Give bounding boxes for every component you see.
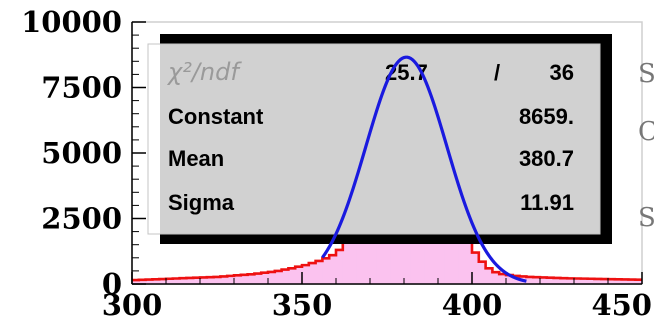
histogram-bin	[268, 271, 276, 284]
gaussian-fit-line	[321, 55, 527, 283]
stats-box: χ²/ndf 25.7 / 36 Constant 8659. Mean 380…	[147, 34, 612, 244]
histogram-bin	[465, 239, 473, 284]
x-tick-label: 450	[591, 288, 652, 322]
histogram-bin	[254, 273, 262, 284]
histogram-bin	[193, 277, 201, 284]
histogram-bin	[499, 274, 507, 284]
x-tick-label: 350	[272, 288, 333, 322]
histogram-bin	[295, 266, 303, 284]
histogram-bin	[553, 277, 561, 284]
histogram-bin	[145, 279, 153, 284]
cut-off-letter: C	[638, 117, 654, 147]
histogram-bin	[172, 278, 180, 284]
histogram-bin	[315, 260, 323, 284]
y-tick-label: 5000	[41, 136, 122, 170]
histogram-bin	[261, 272, 269, 284]
histogram-bin	[166, 278, 174, 284]
histogram-bin	[186, 277, 194, 284]
histogram-bin	[574, 278, 582, 284]
histogram-bin	[580, 278, 588, 284]
histogram-bin	[628, 279, 636, 284]
histogram-bin	[159, 279, 167, 284]
histogram-bin	[621, 279, 629, 284]
histogram-bin	[322, 258, 330, 284]
histogram-bin	[288, 268, 296, 284]
histogram-bin	[213, 276, 221, 284]
histogram-bin	[152, 279, 160, 284]
histogram-bin	[342, 242, 350, 284]
histogram-bin	[274, 270, 282, 284]
histogram-bin	[356, 215, 364, 284]
histogram-bin	[200, 277, 208, 284]
stats-row-value: 11.91	[520, 190, 574, 215]
stats-row-value: 380.7	[519, 146, 574, 171]
histogram-bin	[227, 275, 235, 284]
histogram-bin	[336, 249, 344, 284]
histogram-bin	[506, 275, 514, 284]
stats-box-panel	[147, 43, 601, 235]
histogram-bin	[472, 252, 480, 284]
y-tick-label: 7500	[41, 71, 122, 105]
stats-row-label: Sigma	[168, 190, 235, 215]
histogram-bin	[302, 265, 310, 284]
histogram-bin	[478, 261, 486, 284]
histogram-bin	[240, 274, 248, 284]
histogram-bin	[635, 279, 643, 284]
histogram-bin	[567, 278, 575, 284]
stats-row-label: Mean	[168, 146, 224, 171]
histogram-bin	[526, 276, 534, 284]
histogram-bin	[247, 274, 255, 284]
histogram-bin	[533, 277, 541, 284]
histogram-bin	[349, 231, 357, 284]
histogram-bin	[485, 268, 493, 284]
cut-off-letter: S	[638, 203, 654, 233]
x-tick-label: 400	[442, 288, 503, 322]
x-tick-label: 300	[102, 288, 163, 322]
axis-layer: 300 350 400 450 0 2500 5000 7500 10000	[21, 5, 652, 322]
histogram-bin	[234, 275, 242, 284]
cut-off-letter: S	[638, 59, 654, 89]
histogram-bin	[458, 221, 466, 284]
histogram-bin	[601, 279, 609, 284]
histogram-bin	[587, 278, 595, 284]
y-tick-label: 10000	[21, 5, 122, 39]
y-tick-label: 0	[102, 267, 122, 301]
histogram-bin	[540, 277, 548, 284]
histogram-bin	[308, 263, 316, 284]
fit-layer	[321, 55, 527, 283]
stats-row-label: Constant	[168, 104, 264, 129]
histogram-bin	[179, 278, 187, 284]
histogram-bin	[132, 280, 140, 284]
stats-slash: /	[494, 60, 500, 85]
histogram-bin	[560, 278, 568, 284]
histogram-bin	[546, 277, 554, 284]
histogram-bin	[329, 255, 337, 284]
histogram-bin	[281, 269, 289, 284]
histogram-bin	[138, 279, 146, 284]
stats-chi2-label: χ²/ndf	[166, 58, 242, 86]
stats-ndf-value: 36	[550, 60, 574, 85]
stats-row-value: 8659.	[519, 104, 574, 129]
histogram-bin	[220, 276, 228, 284]
histogram-bin	[614, 279, 622, 284]
histogram-bin	[608, 279, 616, 284]
histogram-bin	[594, 278, 602, 284]
histogram-bin	[492, 272, 500, 284]
histogram-bin	[206, 277, 214, 284]
y-tick-label: 2500	[41, 202, 122, 236]
